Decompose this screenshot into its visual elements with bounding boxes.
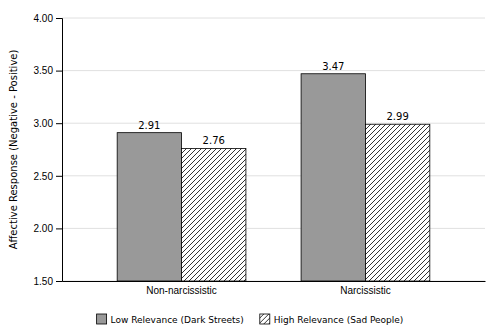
tick-mark	[56, 281, 62, 282]
x-axis: Non-narcissistic Narcissistic	[63, 281, 486, 296]
legend-item: Low Relevance (Dark Streets)	[97, 314, 244, 325]
tick: Non-narcissistic	[146, 281, 217, 296]
bars	[117, 74, 430, 281]
grid-line	[62, 70, 485, 71]
axis-line	[56, 19, 63, 282]
tick-mark	[56, 71, 62, 72]
tick: 2.50	[34, 171, 62, 182]
tick-mark	[56, 18, 62, 19]
tick: 4.00	[34, 13, 62, 24]
data-label: 2.99	[387, 111, 409, 122]
bar	[117, 133, 181, 281]
plot: 2.91 3.47 2.76 2.99 1.50 2.00 2.50 3.00 3.50 4.00…	[34, 13, 486, 296]
bar-series	[182, 124, 430, 281]
tick-label: 4.00	[34, 13, 54, 24]
tick: 1.50	[34, 276, 62, 287]
bar	[301, 74, 365, 281]
grid	[62, 18, 485, 281]
chart: 2.91 3.47 2.76 2.99 1.50 2.00 2.50 3.00 3.50 4.00…	[0, 0, 500, 333]
tick-label: Non-narcissistic	[146, 285, 217, 296]
tick-mark	[56, 176, 62, 177]
tick-mark	[56, 228, 62, 229]
data-label: 2.76	[203, 135, 225, 146]
data-label: 3.47	[322, 61, 344, 72]
tick-label: 2.00	[34, 223, 54, 234]
y-axis-title: Affective Response (Negative - Positive)	[8, 50, 19, 250]
grid-line	[62, 18, 485, 19]
legend-label: Low Relevance (Dark Streets)	[111, 315, 244, 325]
tick-label: 2.50	[34, 171, 54, 182]
legend-swatch	[97, 314, 107, 324]
legend: Low Relevance (Dark Streets) High Relevan…	[97, 314, 404, 325]
legend-swatch	[260, 314, 270, 324]
tick: 3.00	[34, 118, 62, 129]
tick-label: 1.50	[34, 276, 54, 287]
axis-line	[63, 281, 486, 282]
bar	[182, 148, 246, 281]
data-label: 2.91	[138, 120, 160, 131]
bar-series	[117, 74, 365, 281]
legend-item: High Relevance (Sad People)	[260, 314, 404, 325]
tick-mark	[56, 123, 62, 124]
grid-line	[62, 123, 485, 124]
tick-label: Narcissistic	[340, 285, 391, 296]
tick-label: 3.50	[34, 65, 54, 76]
tick: 2.00	[34, 223, 62, 234]
tick: Narcissistic	[340, 281, 391, 296]
tick: 3.50	[34, 65, 62, 76]
bar	[365, 124, 429, 281]
data-labels: 2.91 3.47 2.76 2.99	[138, 61, 409, 147]
y-axis: 1.50 2.00 2.50 3.00 3.50 4.00	[34, 13, 63, 287]
legend-label: High Relevance (Sad People)	[274, 315, 404, 325]
tick-label: 3.00	[34, 118, 54, 129]
